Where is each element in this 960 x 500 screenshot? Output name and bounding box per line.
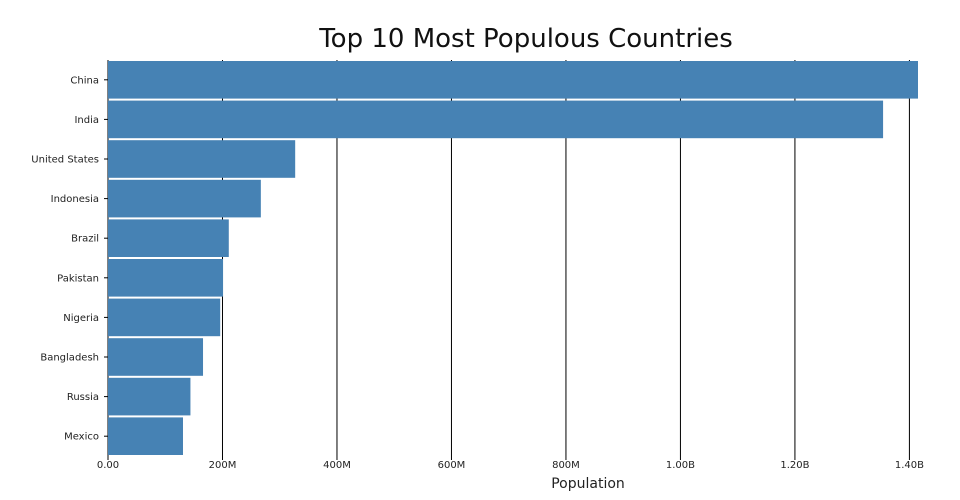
x-tick-label: 1.20B	[780, 460, 809, 471]
bar	[108, 61, 918, 99]
bar	[108, 298, 221, 337]
x-tick-label: 0.00	[97, 460, 119, 471]
category-label: India	[74, 115, 99, 126]
bar	[108, 140, 296, 178]
category-label: Bangladesh	[40, 353, 99, 364]
category-labels: China India United States Indonesia Brazil Pa…	[31, 75, 108, 443]
bar	[108, 179, 261, 218]
x-tick-label: 1.00B	[666, 460, 695, 471]
bar	[108, 259, 224, 297]
chart-title: Top 10 Most Populous Countries	[318, 24, 733, 54]
bars	[108, 61, 918, 455]
bar	[108, 377, 191, 416]
bar	[108, 100, 884, 139]
x-tick-label: 800M	[552, 460, 580, 471]
category-label: United States	[31, 155, 99, 166]
category-label: Nigeria	[63, 313, 99, 324]
x-tick-label: 400M	[323, 460, 351, 471]
x-tick-label: 200M	[209, 460, 237, 471]
bar	[108, 417, 183, 455]
bar	[108, 338, 204, 376]
x-tick-label: 1.40B	[895, 460, 924, 471]
category-label: Brazil	[71, 234, 99, 245]
category-label: Russia	[67, 392, 99, 403]
category-label: China	[70, 75, 99, 86]
x-tick-label: 600M	[438, 460, 466, 471]
category-label: Mexico	[64, 432, 99, 443]
category-label: Pakistan	[57, 273, 99, 284]
bar	[108, 219, 229, 257]
category-label: Indonesia	[51, 194, 99, 205]
x-axis-ticks: 0.00 200M 400M 600M 800M 1.00B 1.20B 1.40B	[97, 456, 924, 471]
x-axis-title: Population	[551, 476, 625, 492]
